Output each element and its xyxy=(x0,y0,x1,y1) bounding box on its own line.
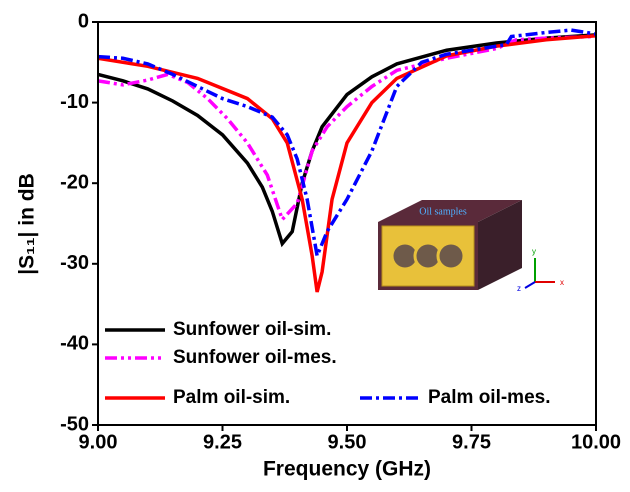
inset-label: Oil samples xyxy=(419,206,467,217)
legend-label: Sunfower oil-sim. xyxy=(173,319,331,340)
x-tick-label: 9.50 xyxy=(328,431,367,453)
inset-axis: y xyxy=(532,247,536,256)
y-tick-label: -30 xyxy=(60,252,89,274)
x-tick-label: 9.75 xyxy=(452,431,491,453)
inset-axis: x xyxy=(560,278,564,287)
y-tick-label: -20 xyxy=(60,171,89,193)
y-tick-label: -10 xyxy=(60,91,89,113)
y-axis-label: |S₁₁| in dB xyxy=(16,173,39,274)
inset-axis: z xyxy=(517,284,521,293)
y-tick-label: -40 xyxy=(60,333,89,355)
x-tick-label: 9.25 xyxy=(203,431,242,453)
y-tick-label: -50 xyxy=(60,413,89,435)
legend-label: Palm oil-mes. xyxy=(428,387,551,408)
chart: Frequency (GHz) |S₁₁| in dB Oil samples … xyxy=(0,0,630,492)
legend-label: Sunfower oil-mes. xyxy=(173,347,337,368)
legend-label: Palm oil-sim. xyxy=(173,387,290,408)
x-axis-label: Frequency (GHz) xyxy=(263,458,431,481)
x-tick-label: 10.00 xyxy=(571,431,621,453)
y-tick-label: 0 xyxy=(78,10,89,32)
line xyxy=(98,37,596,220)
